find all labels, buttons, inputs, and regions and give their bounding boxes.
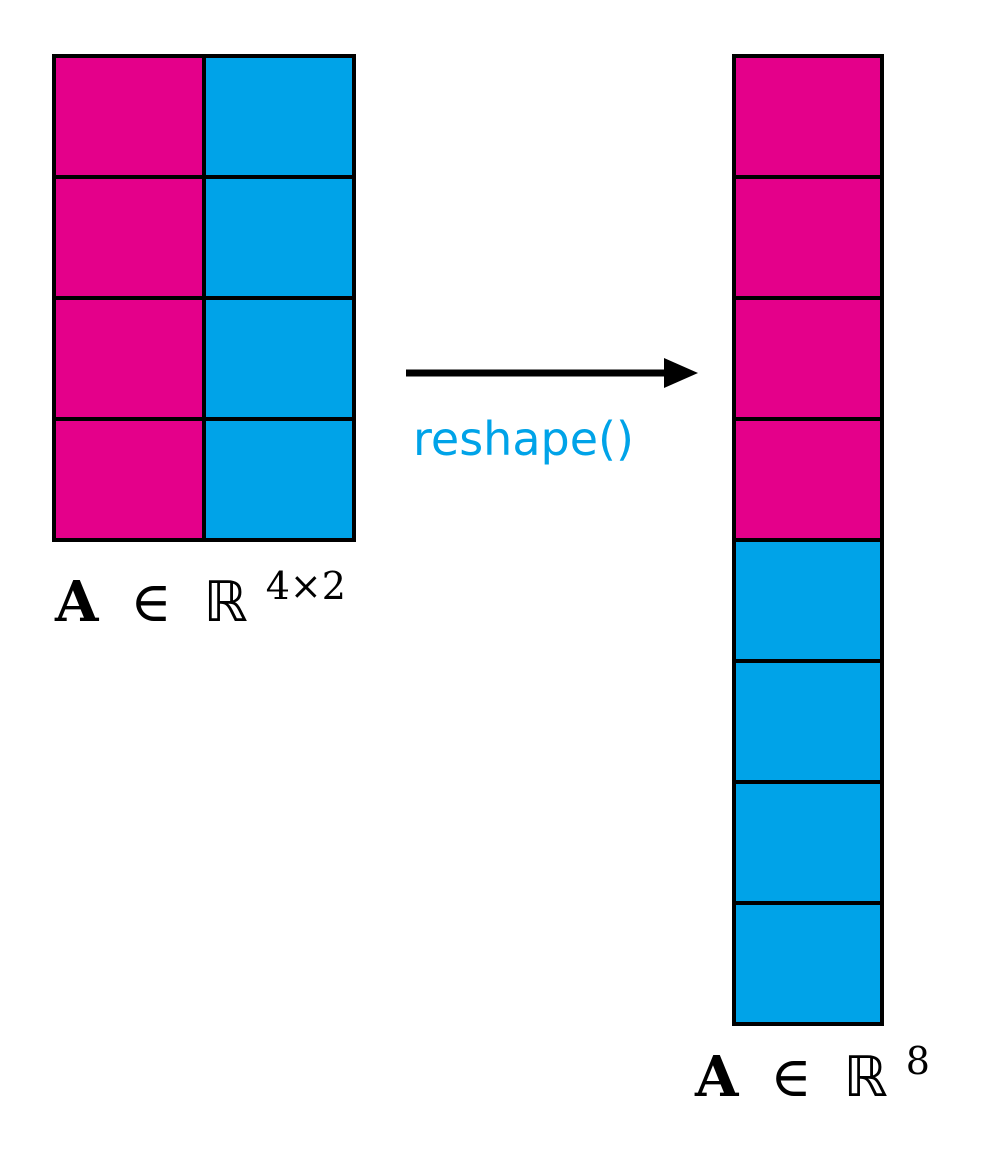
matrix-cell-r3-c2 <box>202 296 356 421</box>
vector-relation: ∈ <box>770 1045 811 1110</box>
vector-cell-2 <box>732 175 884 300</box>
matrix-grid <box>52 54 356 542</box>
arrow-head <box>664 358 698 388</box>
matrix-cell-r2-c2 <box>202 175 356 300</box>
vector-grid <box>732 54 884 1026</box>
matrix-cell-r4-c1 <box>52 417 206 542</box>
vector-shape-label: A ∈ ℝ 8 <box>694 1039 930 1110</box>
vector-cell-7 <box>732 780 884 905</box>
vector-cell-4 <box>732 417 884 542</box>
matrix-relation: ∈ <box>130 570 171 635</box>
matrix-cell-r3-c1 <box>52 296 206 421</box>
vector-cell-3 <box>732 296 884 421</box>
matrix-shape-label: A ∈ ℝ 4×2 <box>54 564 346 635</box>
matrix-symbol: A <box>54 569 100 635</box>
matrix-cell-r4-c2 <box>202 417 356 542</box>
vector-dims: 8 <box>906 1039 930 1083</box>
vector-cell-8 <box>732 901 884 1026</box>
vector-symbol: A <box>694 1044 740 1110</box>
operation-label: reshape() <box>413 412 634 466</box>
vector-real-set: ℝ <box>844 1045 888 1110</box>
matrix-real-set: ℝ <box>204 570 248 635</box>
vector-cell-6 <box>732 659 884 784</box>
matrix-dims: 4×2 <box>266 564 346 608</box>
vector-cell-1 <box>732 54 884 179</box>
matrix-cell-r1-c1 <box>52 54 206 179</box>
matrix-cell-r1-c2 <box>202 54 356 179</box>
reshape-arrow <box>406 358 698 388</box>
vector-cell-5 <box>732 538 884 663</box>
matrix-cell-r2-c1 <box>52 175 206 300</box>
